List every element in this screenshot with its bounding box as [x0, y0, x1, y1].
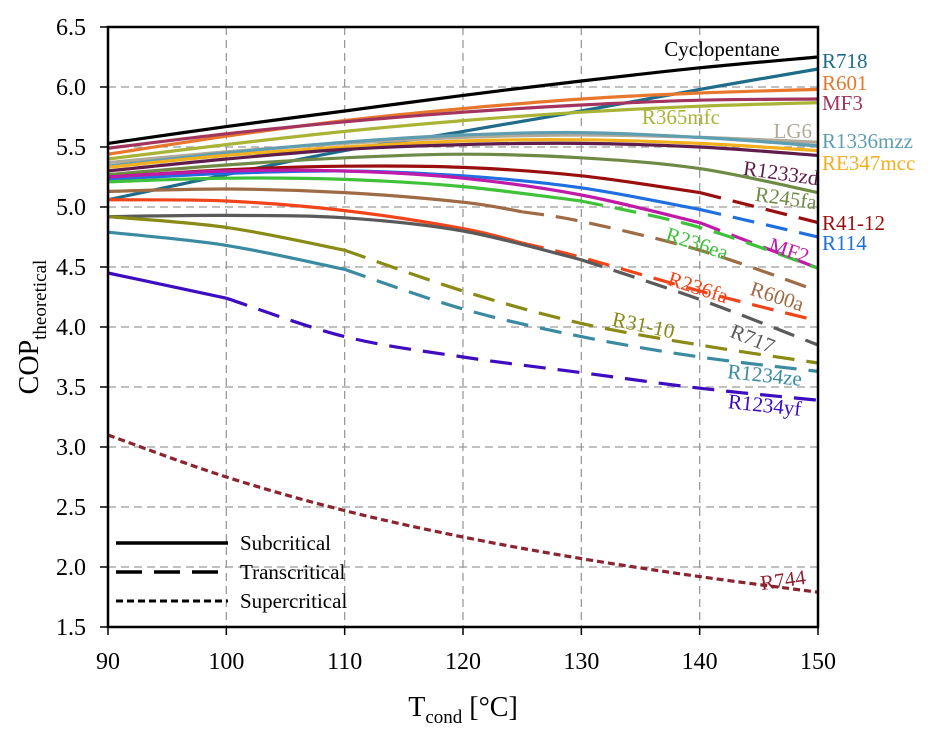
series-label-re347mcc: RE347mcc [822, 151, 915, 175]
y-tick-label: 5.5 [56, 135, 86, 161]
series-line-subcritical [107, 168, 701, 225]
series-label-r31-10: R31-10 [610, 307, 677, 344]
series-label-r744: R744 [759, 565, 808, 595]
series-line-transcritical [699, 191, 819, 225]
y-tick-label: 6.5 [56, 15, 86, 41]
x-tick-label: 110 [327, 649, 362, 675]
series-mf3 [107, 97, 819, 150]
series-line [107, 87, 819, 156]
series-line-subcritical [107, 198, 523, 245]
series-line-subcritical [107, 187, 523, 214]
series-line [107, 101, 819, 161]
series-mf2 [107, 168, 819, 270]
series-r236ea [107, 176, 819, 270]
series-label-r1336mzz: R1336mzz [822, 129, 913, 153]
y-tick-label: 5.0 [56, 195, 86, 221]
series-r245fa [107, 152, 819, 195]
legend-label-transcritical: Transcritical [240, 560, 346, 584]
series-line-subcritical [107, 215, 346, 252]
series-line-transcritical [699, 207, 819, 239]
x-tick-label: 90 [96, 649, 120, 675]
series-cyclopentane [107, 55, 819, 145]
series-label-r601: R601 [822, 71, 868, 95]
series-label-r718: R718 [822, 49, 868, 73]
series-label-r236fa: R236fa [665, 266, 732, 308]
series-line-subcritical [107, 176, 582, 203]
y-tick-label: 3.5 [56, 375, 86, 401]
series-label-mf2: MF2 [766, 233, 812, 268]
series-line [107, 130, 819, 168]
series-re347mcc [107, 138, 819, 169]
series-line [107, 152, 819, 195]
series-line-transcritical [580, 199, 819, 270]
series-r744 [107, 433, 819, 594]
series-label-r1234yf: R1234yf [727, 389, 803, 421]
series-r1336mzz [107, 130, 819, 168]
axis-ticks: 90 100 110 120 130 140 150 1.5 2.0 2.5 3.0 3.5 4.0 4.… [56, 15, 836, 675]
y-axis-title: COPtheoretical [14, 260, 51, 395]
x-tick-label: 100 [208, 649, 244, 675]
series-label-r236ea: R236ea [663, 222, 732, 265]
legend: Subcritical Transcritical Supercritical [116, 531, 347, 613]
y-tick-label: 4.0 [56, 315, 86, 341]
y-tick-label: 1.5 [56, 615, 86, 641]
series-line-transcritical [699, 221, 819, 270]
series-label-r41-12: R41-12 [822, 211, 885, 235]
series-r236fa [107, 198, 819, 323]
series-r1234yf [107, 271, 819, 402]
legend-label-subcritical: Subcritical [240, 531, 331, 555]
series-line-subcritical [107, 271, 227, 300]
y-tick-label: 3.0 [56, 435, 86, 461]
series-line-transcritical [225, 296, 819, 402]
series-lines [107, 55, 819, 594]
series-line-subcritical [107, 213, 582, 262]
series-r31-10 [107, 215, 819, 365]
x-axis-title: Tcond [°C] [408, 692, 518, 728]
series-r717 [107, 213, 819, 347]
series-label-lg6: LG6 [774, 119, 813, 143]
y-axis-title-sub: theoretical [30, 260, 51, 340]
series-label-r1234ze: R1234ze [726, 359, 803, 391]
y-tick-label: 2.5 [56, 495, 86, 521]
svg-text:COPtheoretical: COPtheoretical [14, 260, 51, 395]
y-axis-title-main: COP [14, 340, 45, 394]
y-tick-label: 2.0 [56, 555, 86, 581]
series-line-transcritical [344, 248, 819, 365]
y-tick-label: 4.5 [56, 255, 86, 281]
series-line [107, 141, 819, 173]
series-line [107, 97, 819, 150]
series-label-mf3: MF3 [822, 91, 863, 115]
x-tick-label: 150 [800, 649, 836, 675]
x-tick-label: 120 [445, 649, 481, 675]
x-axis-title-main: T [408, 692, 425, 723]
series-line [107, 55, 819, 145]
legend-label-supercritical: Supercritical [240, 589, 347, 613]
series-line [107, 433, 819, 594]
series-line-transcritical [521, 210, 819, 293]
series-line [107, 138, 819, 169]
x-tick-label: 130 [563, 649, 599, 675]
series-r600a [107, 187, 819, 293]
y-tick-label: 6.0 [56, 75, 86, 101]
series-line-transcritical [521, 241, 819, 323]
series-line-transcritical [344, 267, 819, 373]
series-line-subcritical [107, 230, 346, 271]
svg-text:Tcond [°C]: Tcond [°C] [408, 692, 518, 728]
series-label-r114: R114 [822, 231, 867, 255]
series-r1234ze [107, 230, 819, 373]
series-r1233zd [107, 141, 819, 173]
x-axis-title-unit: [°C] [462, 692, 518, 723]
series-r601 [107, 87, 819, 156]
x-tick-label: 140 [682, 649, 718, 675]
x-axis-title-sub: cond [425, 707, 462, 728]
series-label-r365mfc: R365mfc [642, 105, 720, 129]
series-line-transcritical [580, 258, 819, 347]
series-label-cyclopentane: Cyclopentane [664, 37, 779, 61]
series-r365mfc [107, 101, 819, 161]
